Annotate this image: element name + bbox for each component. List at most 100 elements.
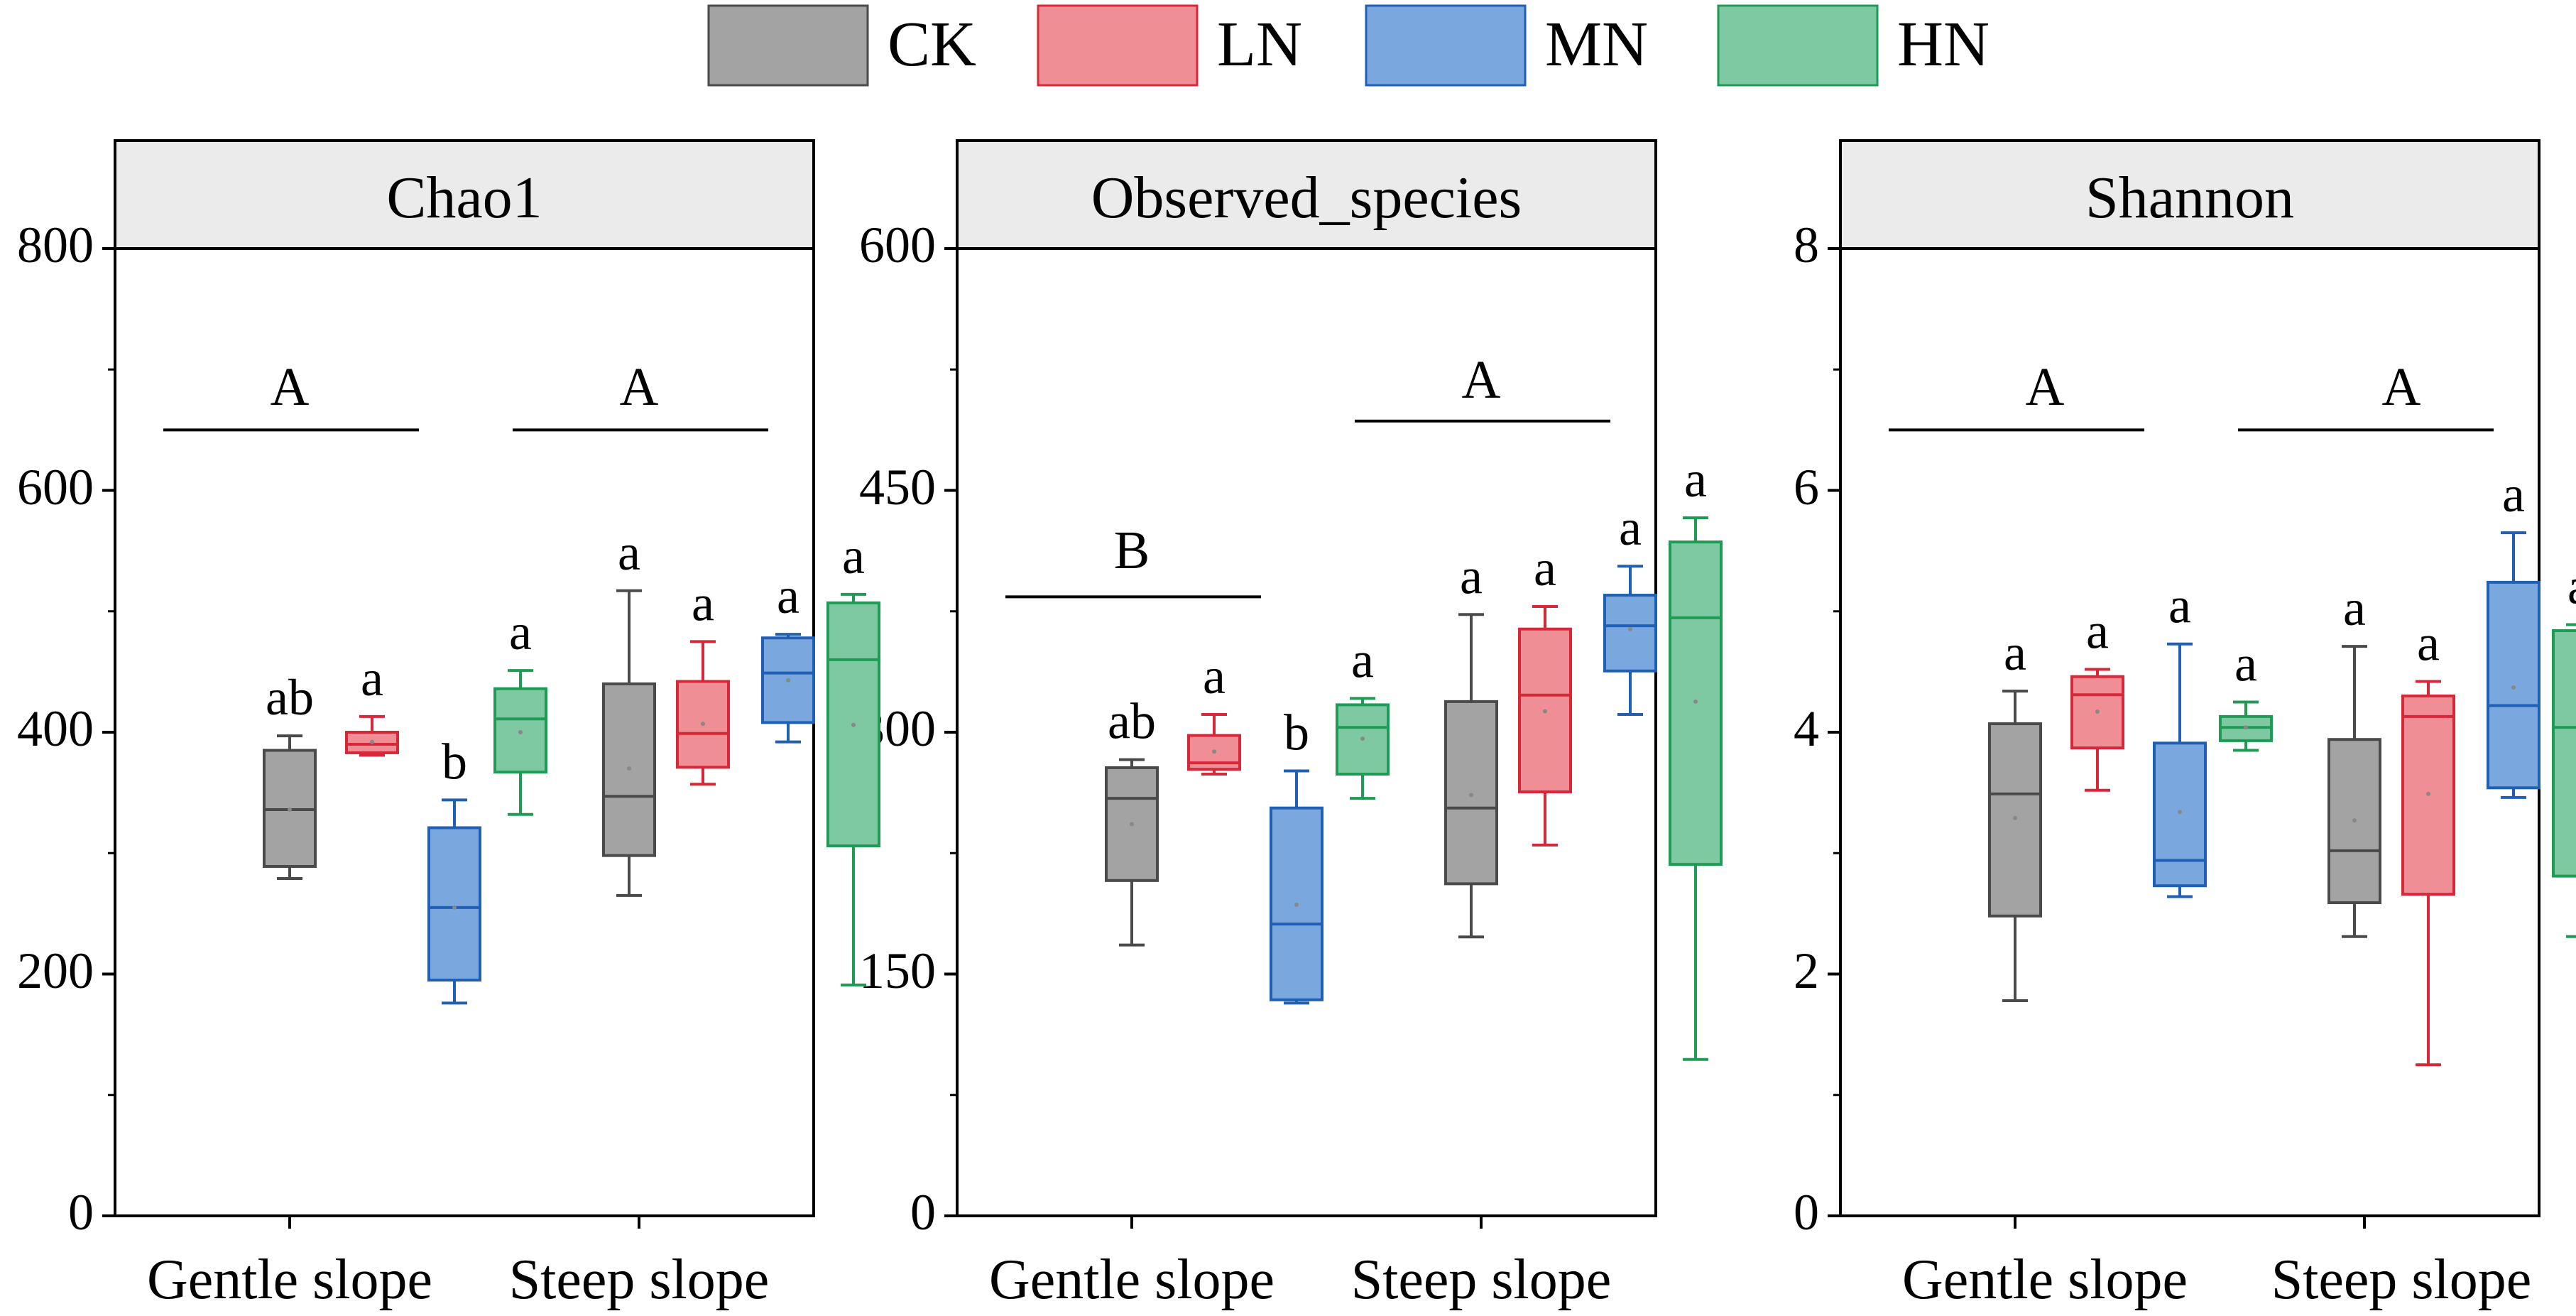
panel-title: Observed_species — [1091, 165, 1522, 231]
legend: CK LN MN HN — [707, 4, 1990, 87]
group-letter: A — [271, 357, 310, 417]
legend-swatch-mn — [1365, 4, 1527, 87]
mean-point — [786, 678, 790, 683]
panel-title: Chao1 — [386, 165, 542, 231]
group-letter: A — [620, 357, 659, 417]
significance-letter: a — [2567, 558, 2576, 614]
significance-letter: a — [2502, 466, 2525, 523]
legend-label-hn: HN — [1897, 9, 1990, 80]
box-ck: a — [1988, 624, 2042, 1002]
x-category-label: Gentle slope — [989, 1249, 1275, 1311]
mean-point — [701, 722, 705, 727]
panel-title-strip — [1839, 139, 2540, 250]
y-tick-label: 400 — [17, 700, 94, 757]
x-category-label: Gentle slope — [147, 1249, 432, 1311]
box-mn: a — [1603, 499, 1657, 717]
panel-shannon: Shannon 0 2 4 6 8 Gentle slope Steep slo… — [1794, 139, 2540, 1311]
significance-letter: a — [1203, 648, 1226, 705]
box-ln: a — [2070, 602, 2124, 792]
significance-letter: a — [1534, 540, 1556, 597]
significance-letter: a — [2168, 577, 2191, 634]
significance-letter: a — [618, 524, 640, 581]
box-ck: ab — [1105, 693, 1159, 947]
box-iqr — [345, 731, 399, 754]
significance-letter: a — [1460, 548, 1483, 604]
group-letter: B — [1114, 521, 1150, 580]
box-iqr — [427, 826, 481, 982]
box-ln: a — [2401, 614, 2455, 1067]
significance-letter: a — [1619, 499, 1642, 556]
box-ln: a — [1187, 648, 1241, 776]
legend-label-mn: MN — [1545, 9, 1648, 80]
mean-point — [1294, 902, 1299, 907]
box-iqr — [2487, 580, 2540, 790]
box-mn: a — [2153, 577, 2207, 898]
box-hn: a — [826, 528, 880, 986]
mean-point — [1693, 699, 1698, 704]
significance-letter: ab — [266, 669, 314, 726]
box-iqr — [2552, 629, 2576, 878]
y-tick-label: 6 — [1794, 459, 1819, 516]
mean-point — [851, 722, 856, 727]
legend-swatch-hn — [1717, 4, 1879, 87]
y-tick-label: 0 — [68, 1184, 94, 1241]
mean-point — [2095, 709, 2100, 714]
box-hn: a — [493, 604, 547, 816]
y-tick-label: 8 — [1794, 217, 1819, 273]
y-tick-label: 4 — [1794, 700, 1819, 757]
mean-point — [627, 766, 631, 771]
x-category-label: Steep slope — [1351, 1249, 1612, 1311]
mean-point — [1469, 793, 1473, 798]
significance-letter: a — [692, 575, 714, 631]
mean-point — [1360, 736, 1365, 741]
group-letter: A — [1462, 350, 1501, 410]
x-category-label: Gentle slope — [1902, 1249, 2188, 1311]
box-ln: a — [345, 650, 399, 757]
significance-letter: a — [509, 604, 532, 660]
box-hn: a — [2552, 558, 2576, 938]
panel-chao1: Chao1 0 200 400 600 800 Gentle slope Ste… — [17, 139, 815, 1311]
box-iqr — [1444, 700, 1498, 886]
y-tick-label: 200 — [17, 942, 94, 999]
significance-letter: a — [2343, 580, 2366, 636]
mean-point — [370, 739, 374, 744]
mean-point — [1543, 709, 1547, 714]
significance-letter: b — [1284, 704, 1309, 761]
y-tick-label: 450 — [859, 459, 936, 516]
x-category-label: Steep slope — [509, 1249, 770, 1311]
mean-point — [1628, 626, 1632, 631]
legend-item-ck: CK — [707, 4, 976, 87]
mean-point — [452, 905, 457, 910]
box-iqr — [2153, 741, 2207, 888]
significance-letter: a — [1684, 451, 1707, 508]
significance-letter: b — [442, 733, 467, 790]
mean-point — [2244, 725, 2248, 730]
mean-point — [518, 730, 523, 734]
significance-letter: a — [361, 650, 383, 707]
legend-label-ck: CK — [888, 9, 976, 80]
significance-letter: a — [2234, 635, 2257, 692]
mean-point — [1212, 749, 1216, 754]
legend-label-ln: LN — [1217, 9, 1302, 80]
group-letter: A — [2382, 357, 2421, 417]
group-letter: A — [2026, 357, 2065, 417]
box-ck: ab — [263, 669, 317, 881]
legend-item-hn: HN — [1717, 4, 1990, 87]
mean-point — [2426, 791, 2430, 796]
significance-letter: a — [2417, 614, 2440, 671]
box-iqr — [1603, 594, 1657, 673]
y-tick-label: 800 — [17, 217, 94, 273]
legend-item-mn: MN — [1365, 4, 1648, 87]
box-mn: b — [427, 733, 481, 1005]
mean-point — [2178, 810, 2182, 815]
box-ln: a — [1518, 540, 1572, 847]
box-hn: a — [2219, 635, 2273, 752]
panel-title-strip — [956, 139, 1657, 250]
box-ck: a — [2327, 580, 2381, 938]
box-ck: a — [1444, 548, 1498, 939]
box-ln: a — [676, 575, 730, 786]
mean-point — [2352, 818, 2357, 823]
